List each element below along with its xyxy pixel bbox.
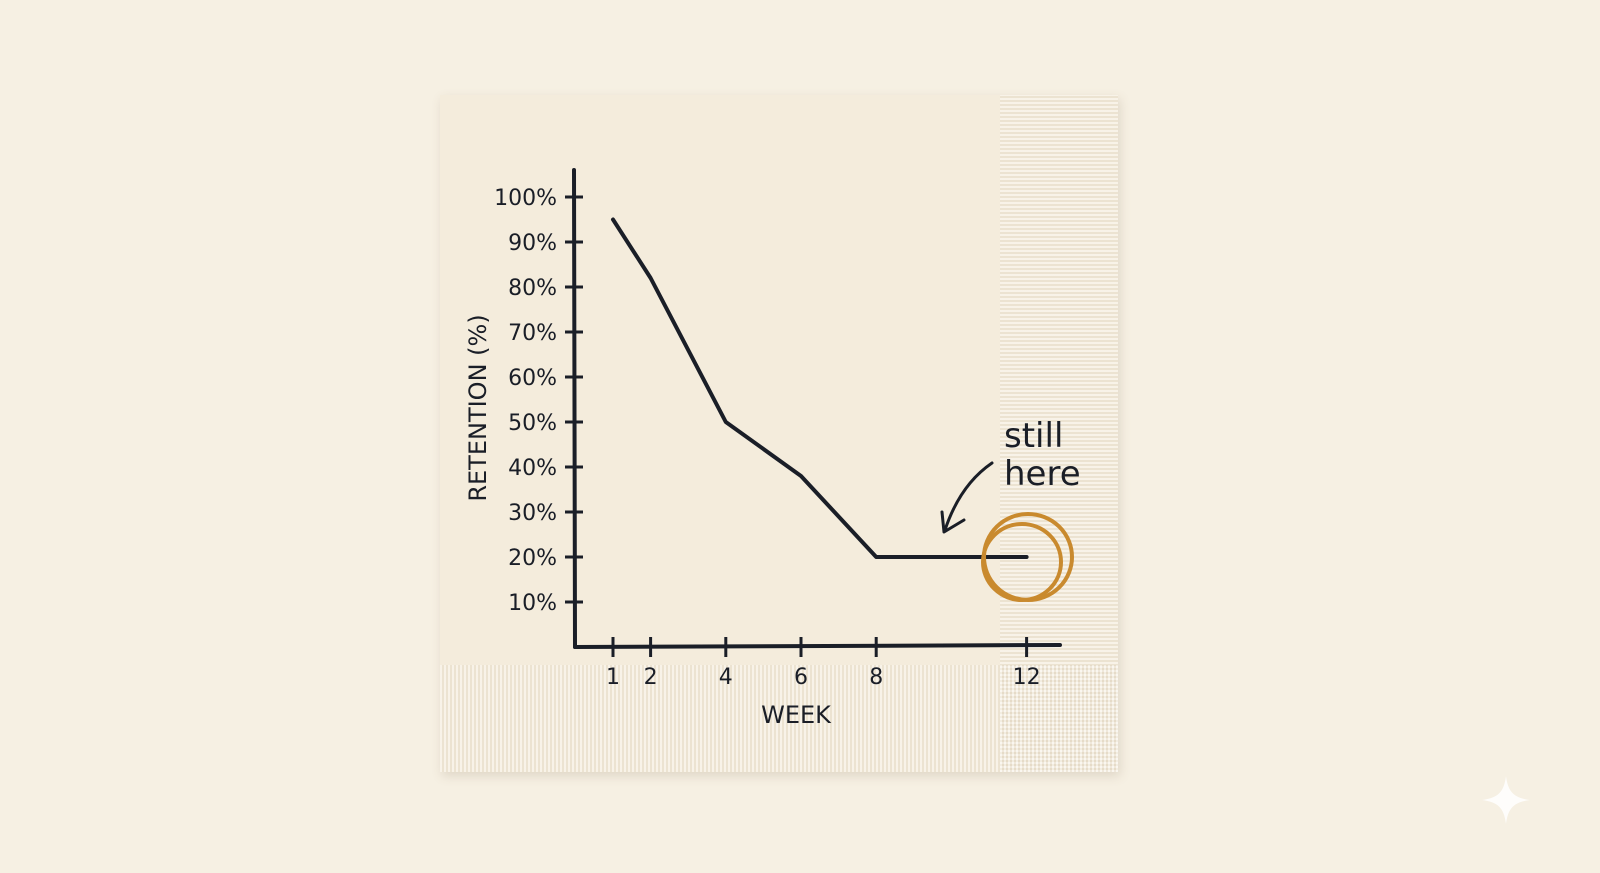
y-tick-label: 20% — [508, 546, 557, 571]
annotation-here: here — [1004, 454, 1081, 494]
x-tick-label: 6 — [794, 665, 808, 690]
x-tick-label: 4 — [719, 665, 733, 690]
x-tick-label: 2 — [644, 665, 658, 690]
arrow-icon — [940, 461, 994, 534]
y-tick-label: 10% — [508, 591, 557, 616]
x-axis — [573, 643, 1062, 649]
y-tick-label: 80% — [508, 276, 557, 301]
x-tick-label: 8 — [869, 665, 883, 690]
napkin-embossed-edge-right — [1000, 95, 1118, 772]
annotation: still here — [940, 416, 1081, 602]
y-tick-label: 70% — [508, 321, 557, 346]
highlight-circle — [981, 512, 1074, 602]
y-tick-label: 100% — [494, 186, 557, 211]
y-axis-label: RETENTION (%) — [464, 314, 492, 501]
y-tick-label: 30% — [508, 501, 557, 526]
x-tick-label: 1 — [606, 665, 620, 690]
y-tick-label: 60% — [508, 366, 557, 391]
y-tick-label: 50% — [508, 411, 557, 436]
x-tick-label: 12 — [1013, 665, 1041, 690]
sparkle-icon — [1482, 776, 1530, 824]
napkin — [440, 95, 1118, 772]
series-line-retention — [611, 217, 1029, 559]
y-axis — [572, 168, 577, 649]
x-axis-label: WEEK — [761, 701, 832, 729]
y-tick-label: 90% — [508, 231, 557, 256]
annotation-still: still — [1004, 416, 1063, 456]
y-tick-label: 40% — [508, 456, 557, 481]
napkin-embossed-edge-bottom — [440, 665, 1118, 772]
